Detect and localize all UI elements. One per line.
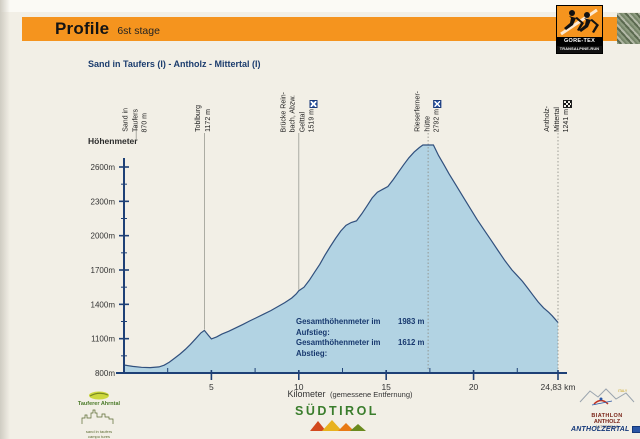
y-tick-label: 1100m — [91, 335, 115, 344]
descent-value: 1612 m — [398, 338, 425, 347]
total-climb-annotation: Gesamthöhenmeter im Aufstieg: 1983 m Ges… — [296, 317, 424, 359]
x-tick-label: 24,83 km — [541, 382, 576, 392]
tauferer-emblem-icon — [89, 391, 109, 400]
x-axis-label: Kilometer (gemessene Entfernung) — [230, 384, 470, 402]
x-tick-label: 5 — [209, 382, 214, 392]
profile-area — [124, 145, 558, 373]
ascent-value: 1983 m — [398, 317, 425, 326]
biathlon-mountain-icon: ITALY — [579, 388, 635, 406]
ascent-row: Gesamthöhenmeter im Aufstieg: 1983 m — [296, 317, 424, 338]
page-subtitle: 6st stage — [117, 25, 160, 37]
y-axis-label: Höhenmeter — [88, 136, 138, 146]
suedtirol-label: SÜDTIROL — [295, 404, 379, 418]
svg-text:ITALY: ITALY — [618, 389, 628, 393]
header-bar: Profile 6st stage — [22, 17, 640, 41]
x-axis-label-note: (gemessene Entfernung) — [329, 390, 413, 399]
y-tick-label: 1400m — [91, 300, 116, 309]
goretex-transalpine-logo: GORE-TEX TRANSALPINE-RUN — [556, 5, 603, 54]
y-tick-label: 1700m — [91, 266, 116, 275]
y-tick-label: 2600m — [91, 163, 116, 172]
antholzertal-label: ANTHOLZERTAL — [571, 426, 630, 433]
biathlon-antholz-logo: ITALY BIATHLON ANTHOLZ ANTERSELVA — [576, 386, 638, 430]
suedtirol-logo: SÜDTIROL — [292, 404, 382, 436]
chart-title: Sand in Taufers (I) - Antholz - Mitterta… — [88, 59, 261, 69]
profile-line — [123, 144, 559, 369]
y-tick-label: 2000m — [91, 232, 116, 241]
y-tick-label: 800m — [95, 369, 115, 378]
page-left-edge-shadow — [0, 0, 10, 439]
x-tick-label: 10 — [294, 382, 304, 392]
antholzertal-banner: ANTHOLZERTAL — [571, 426, 640, 433]
tauferer-ahrntal-logo: Tauferer Ahrntal sand in taufers campo t… — [50, 391, 148, 439]
corner-photo-fragment — [617, 13, 640, 44]
transalpine-run-label: TRANSALPINE-RUN — [557, 46, 602, 53]
suedtirol-mountains-icon — [310, 420, 366, 431]
biathlon-label: BIATHLON — [591, 413, 623, 419]
y-tick-label: 2300m — [91, 197, 116, 206]
ascent-label: Gesamthöhenmeter im Aufstieg: — [296, 317, 381, 337]
descent-label: Gesamthöhenmeter im Abstieg: — [296, 338, 381, 358]
tauferer-label: Tauferer Ahrntal — [77, 401, 121, 407]
castle-label-line2: campo tures — [87, 433, 110, 439]
anterselva-label: ANTERSELVA — [595, 425, 619, 429]
goretex-brand-label: GORE-TEX — [557, 37, 602, 46]
x-tick-label: 20 — [469, 382, 479, 392]
runners-icon — [557, 6, 602, 37]
x-axis-label-main: Kilometer — [287, 389, 326, 399]
castle-icon — [81, 409, 114, 424]
antholzertal-flag-icon — [631, 426, 640, 433]
x-tick-label: 15 — [381, 382, 391, 392]
page-title: Profile — [55, 19, 110, 38]
antholz-label: ANTHOLZ — [593, 419, 621, 425]
castle-label-line1: sand in taufers — [85, 429, 113, 434]
descent-row: Gesamthöhenmeter im Abstieg: 1612 m — [296, 338, 424, 359]
page-top-margin — [0, 0, 640, 12]
